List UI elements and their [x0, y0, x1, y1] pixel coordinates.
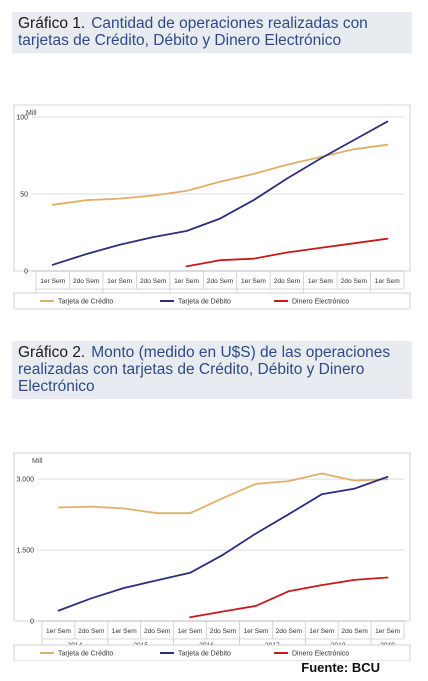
chart-2-series-line-1	[57, 472, 389, 515]
chart-2-unit-label: Mill	[32, 458, 43, 465]
chart-1-series-line-2	[51, 120, 389, 266]
chart-1-x-tick-label: 1er Sem	[174, 278, 199, 285]
chart-1-title-text: Cantidad de operaciones realizadas con t…	[18, 15, 368, 49]
chart-1-x-tick-label: 2do Sem	[341, 278, 368, 285]
chart-1-x-tick-label: 2do Sem	[207, 278, 234, 285]
chart-2-x-tick-label: 2do Sem	[341, 628, 368, 635]
chart-panel-1: Gráfico 1. Cantidad de operaciones realiz…	[12, 12, 412, 311]
chart-2-legend	[13, 644, 411, 661]
chart-2-y-tick-label: 3.000	[16, 477, 34, 484]
chart-2-legend-label: Tarjeta de Débito	[178, 651, 231, 658]
chart-2-title-text: Monto (medido en U$S) de las operaciones…	[18, 344, 391, 395]
chart-2-series-line-3	[189, 576, 389, 619]
chart-1-x-tick-label: 1er Sem	[375, 278, 400, 285]
chart-2-x-tick-label: 1er Sem	[243, 628, 268, 635]
chart-1-x-tick-label: 2do Sem	[140, 278, 167, 285]
chart-1-y-tick-label: 0	[24, 269, 28, 276]
chart-2-title-number: Gráfico 2.	[18, 344, 86, 361]
chart-1-legend-label: Tarjeta de Débito	[178, 299, 231, 306]
chart-1-y-tick-label: 100	[16, 115, 28, 122]
chart-1-legend-label: Dinero Electrónico	[292, 299, 349, 306]
chart-2-legend-label: Dinero Electrónico	[292, 651, 349, 658]
chart-1-x-tick-label: 1er Sem	[40, 278, 65, 285]
chart-1-x-tick-label: 1er Sem	[308, 278, 333, 285]
source-note: Fuente: BCU	[301, 660, 380, 675]
chart-1-title-number: Gráfico 1.	[18, 15, 86, 32]
chart-2: Mill 0 1.500 3.000 1er Sem 2do Sem 1er Sem 2do …	[13, 452, 411, 661]
chart-2-x-tick-label: 1er Sem	[178, 628, 203, 635]
chart-2-x-tick-label: 1er Sem	[309, 628, 334, 635]
chart-1-legend-label: Tarjeta de Crédito	[58, 299, 113, 306]
chart-2-x-tick-label: 2do Sem	[276, 628, 303, 635]
chart-1-x-tick-label: 2do Sem	[73, 278, 100, 285]
chart-2-x-tick-label: 2do Sem	[78, 628, 105, 635]
chart-1-legend	[13, 292, 411, 310]
chart-1-x-tick-label: 2do Sem	[274, 278, 301, 285]
chart-1-series-line-3	[185, 237, 389, 268]
chart-2-plot-area	[13, 452, 411, 622]
chart-2-x-tick-label: 1er Sem	[112, 628, 137, 635]
chart-panel-2: Gráfico 2. Monto (medido en U$S) de las o…	[12, 341, 412, 661]
chart-2-title: Gráfico 2. Monto (medido en U$S) de las o…	[12, 341, 412, 399]
chart-1-x-tick-label: 1er Sem	[107, 278, 132, 285]
chart-2-y-tick-label: 1.500	[16, 548, 34, 555]
chart-1-series-line-1	[51, 143, 389, 206]
chart-2-x-tick-label: 2do Sem	[144, 628, 171, 635]
chart-2-series-line-2	[57, 475, 389, 612]
chart-2-x-tick-label: 1er Sem	[46, 628, 71, 635]
chart-2-legend-label: Tarjeta de Crédito	[58, 651, 113, 658]
chart-1-title: Gráfico 1. Cantidad de operaciones realiz…	[12, 12, 412, 53]
chart-2-x-tick-label: 1er Sem	[375, 628, 400, 635]
chart-1-y-tick-label: 50	[20, 192, 28, 199]
chart-1-plot-area	[13, 104, 411, 272]
chart-1: Mill 0 50 100 1er Sem 2do Sem 1er Sem 2do Sem 1e…	[13, 104, 411, 310]
chart-1-x-tick-label: 1er Sem	[241, 278, 266, 285]
chart-2-y-tick-label: 0	[30, 619, 34, 626]
chart-1-unit-label: Mill	[26, 110, 37, 117]
chart-2-x-tick-label: 2do Sem	[210, 628, 237, 635]
